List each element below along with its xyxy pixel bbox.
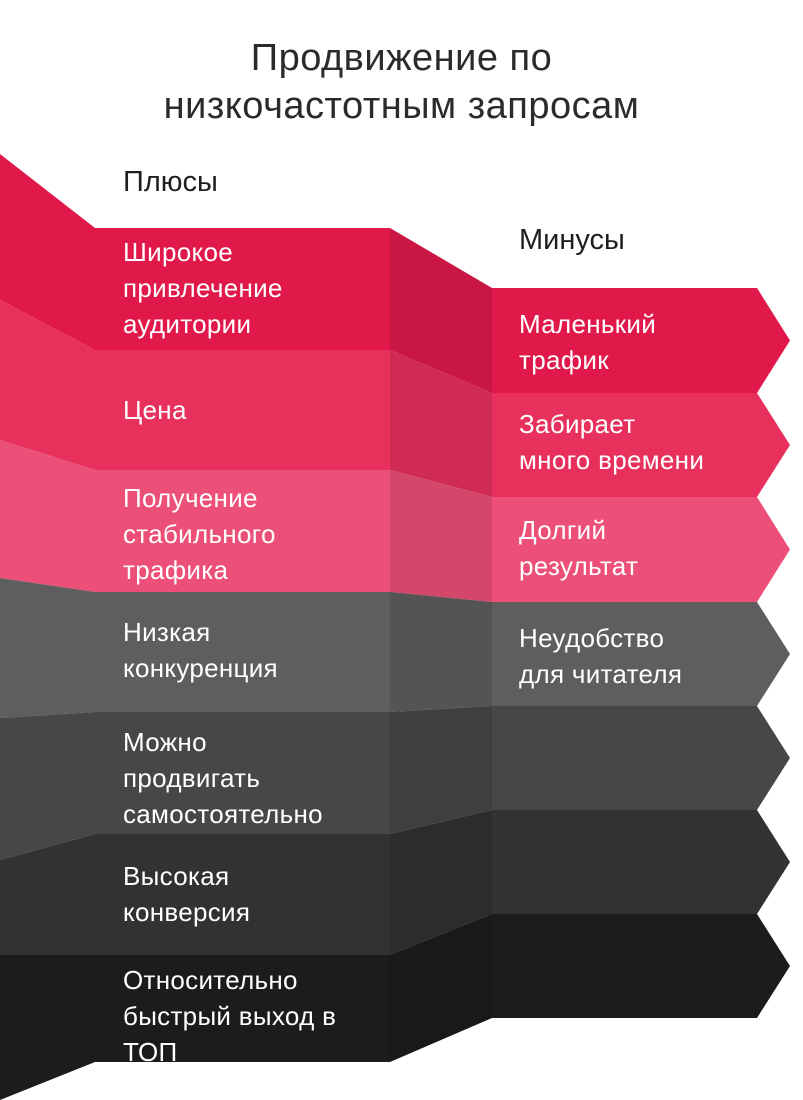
pros-item: Высокая конверсия — [123, 858, 250, 930]
title-line-2: низкочастотным запросам — [163, 85, 640, 127]
pros-item-line: Цена — [123, 395, 187, 425]
title-line-1: Продвижение по — [250, 37, 553, 79]
pros-item-line: Низкая — [123, 617, 211, 647]
page-title: Продвижение по низкочастотным запросам — [0, 34, 803, 130]
cons-item-line: Забирает — [519, 409, 636, 439]
ribbon-band-left — [0, 955, 390, 1100]
pros-item-line: быстрый выход в — [123, 1001, 337, 1031]
pros-item-line: привлечение — [123, 273, 283, 303]
pros-heading: Плюсы — [123, 166, 218, 198]
cons-item-line: Неудобство — [519, 623, 665, 653]
cons-item-line: результат — [519, 551, 639, 581]
cons-item-line: трафик — [519, 345, 609, 375]
ribbon-band-left — [0, 440, 390, 592]
pros-item-line: ТОП — [123, 1037, 178, 1067]
cons-item: Долгий результат — [519, 512, 638, 584]
pros-item-line: Высокая — [123, 861, 230, 891]
pros-item-line: конверсия — [123, 897, 251, 927]
ribbon-band-transition — [390, 810, 492, 955]
ribbon-band-transition — [390, 706, 492, 834]
ribbon-band-right-arrow — [492, 497, 790, 602]
ribbon-band-left — [0, 578, 390, 718]
pros-item: Низкая конкуренция — [123, 614, 278, 686]
pros-item: Можно продвигать самостоятельно — [123, 724, 323, 832]
pros-item-line: трафика — [123, 555, 229, 585]
pros-item-line: продвигать — [123, 763, 261, 793]
ribbon-band-fold-shade — [390, 706, 492, 834]
ribbon-band-right-arrow — [492, 914, 790, 1018]
ribbon-band-transition — [390, 914, 492, 1062]
pros-item: Получение стабильного трафика — [123, 480, 276, 588]
cons-heading: Минусы — [519, 224, 625, 256]
cons-item-line: Долгий — [519, 515, 607, 545]
ribbon-band-left — [0, 300, 390, 470]
ribbon-band-left — [0, 154, 390, 350]
ribbon-band-fold-shade — [390, 350, 492, 497]
cons-item-line: для читателя — [519, 659, 683, 689]
ribbon-band-left — [0, 834, 390, 955]
pros-item-line: Широкое — [123, 237, 233, 267]
cons-item-line: много времени — [519, 445, 705, 475]
cons-item-line: Маленький — [519, 309, 657, 339]
ribbon-band-left — [0, 712, 390, 860]
pros-item-line: стабильного — [123, 519, 276, 549]
cons-item: Забирает много времени — [519, 406, 704, 478]
ribbon-band-fold-shade — [390, 470, 492, 602]
pros-item: Широкое привлечение аудитории — [123, 234, 283, 342]
ribbon-band-right-arrow — [492, 706, 790, 810]
ribbon-band-transition — [390, 228, 492, 393]
ribbon-band-fold-shade — [390, 228, 492, 393]
pros-item: Цена — [123, 392, 187, 428]
ribbon-band-transition — [390, 350, 492, 497]
cons-item: Неудобство для читателя — [519, 620, 682, 692]
pros-item: Относительно быстрый выход в ТОП — [123, 962, 336, 1070]
ribbon-band-right-arrow — [492, 393, 790, 497]
ribbon-band-fold-shade — [390, 810, 492, 955]
ribbon-band-fold-shade — [390, 592, 492, 712]
ribbon-band-fold-shade — [390, 914, 492, 1062]
pros-item-line: конкуренция — [123, 653, 278, 683]
cons-item: Маленький трафик — [519, 306, 656, 378]
pros-item-line: Относительно — [123, 965, 298, 995]
ribbon-band-right-arrow — [492, 288, 790, 393]
ribbon-band-transition — [390, 470, 492, 602]
pros-item-line: Можно — [123, 727, 207, 757]
pros-item-line: самостоятельно — [123, 799, 323, 829]
pros-item-line: аудитории — [123, 309, 252, 339]
pros-item-line: Получение — [123, 483, 258, 513]
ribbon-band-transition — [390, 592, 492, 712]
ribbon-band-right-arrow — [492, 810, 790, 914]
ribbon-band-right-arrow — [492, 602, 790, 706]
